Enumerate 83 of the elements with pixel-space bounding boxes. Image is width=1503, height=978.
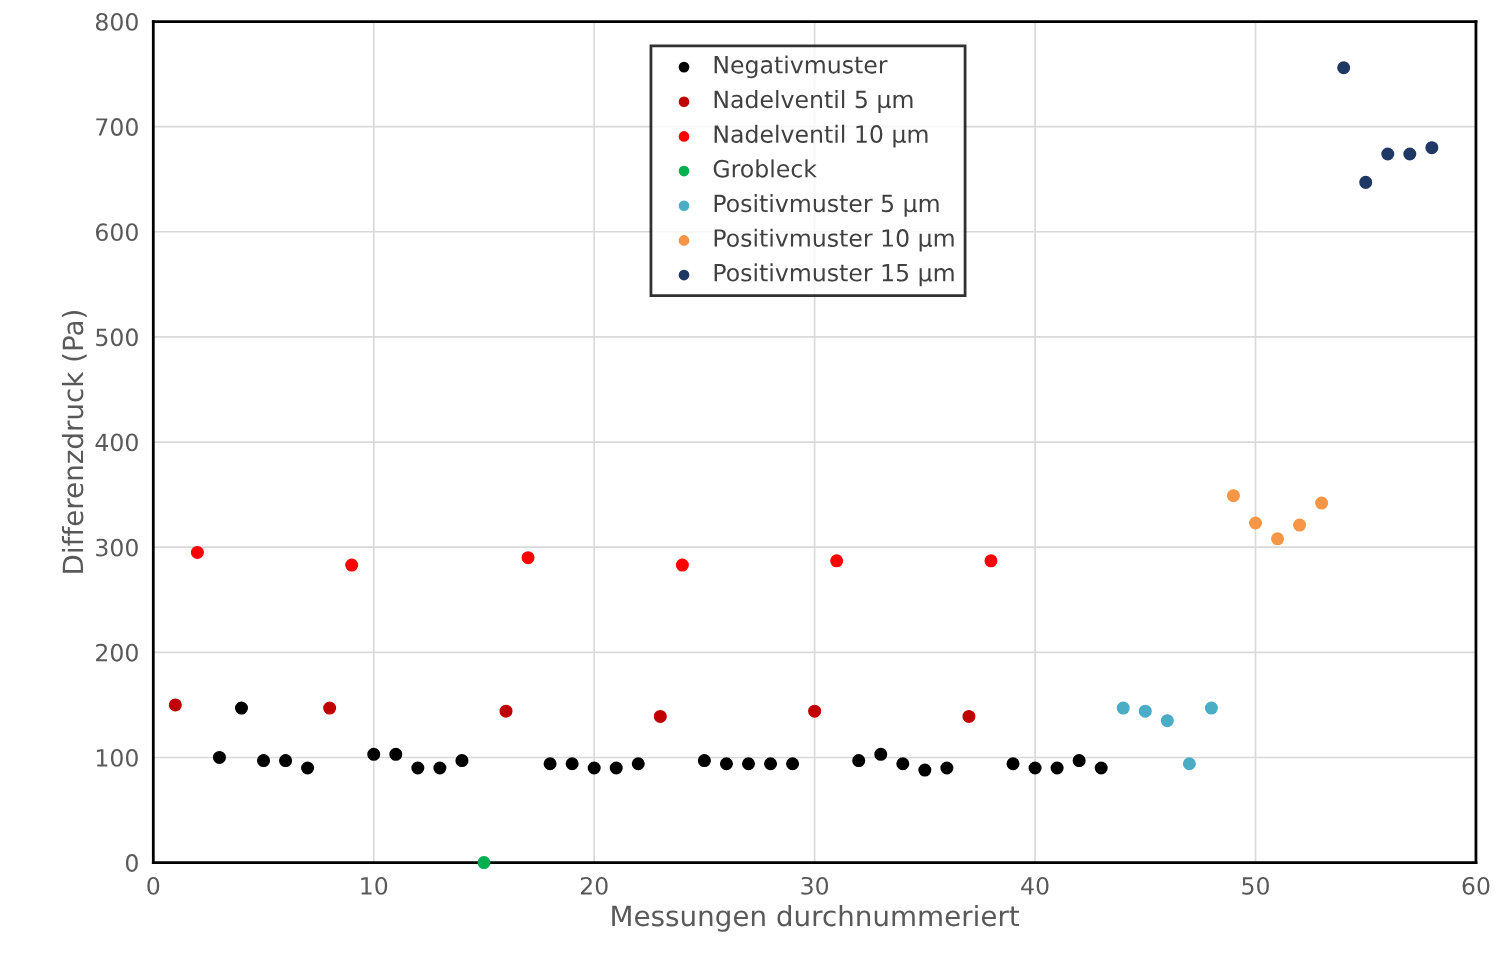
point bbox=[499, 704, 513, 718]
x-tick-label: 60 bbox=[1462, 876, 1490, 895]
y-tick-label: 800 bbox=[95, 12, 138, 31]
point bbox=[543, 757, 557, 771]
y-tick-label: 400 bbox=[95, 433, 138, 452]
point bbox=[1138, 704, 1152, 718]
point bbox=[1028, 761, 1042, 775]
point bbox=[1425, 141, 1439, 155]
x-tick-label: 50 bbox=[1242, 876, 1269, 895]
point bbox=[411, 761, 425, 775]
x-tick-label: 20 bbox=[580, 876, 608, 895]
x-tick-label: 40 bbox=[1021, 876, 1049, 895]
point bbox=[808, 704, 822, 718]
point bbox=[477, 856, 491, 870]
x-axis-title: Messungen durchnummeriert bbox=[612, 904, 1020, 932]
y-tick-label: 0 bbox=[125, 854, 138, 872]
point bbox=[1249, 516, 1263, 530]
y-tick-label: 600 bbox=[96, 223, 138, 242]
point bbox=[234, 701, 248, 715]
point bbox=[1160, 714, 1174, 728]
point bbox=[940, 761, 954, 775]
point bbox=[301, 761, 315, 775]
point bbox=[697, 754, 711, 768]
point bbox=[675, 558, 689, 572]
y-tick-label: 300 bbox=[96, 538, 138, 557]
y-tick-label: 200 bbox=[96, 643, 138, 662]
point bbox=[1006, 757, 1020, 771]
point bbox=[1094, 761, 1108, 775]
point bbox=[168, 698, 182, 712]
point bbox=[1293, 518, 1307, 532]
point bbox=[786, 757, 800, 771]
point bbox=[1116, 701, 1130, 715]
point bbox=[257, 754, 271, 768]
point bbox=[367, 747, 381, 761]
legend-label: Negativmuster bbox=[714, 55, 888, 79]
point bbox=[918, 763, 932, 777]
point bbox=[521, 551, 535, 565]
y-tick-label: 500 bbox=[96, 328, 138, 347]
point bbox=[212, 750, 226, 764]
point bbox=[984, 554, 998, 568]
point bbox=[719, 757, 733, 771]
point bbox=[389, 747, 403, 761]
point bbox=[764, 757, 778, 771]
legend-label: Nadelventil 10 µm bbox=[714, 124, 928, 148]
point bbox=[1182, 757, 1196, 771]
point bbox=[1403, 147, 1417, 161]
point bbox=[1271, 532, 1285, 546]
point bbox=[609, 761, 623, 775]
point bbox=[741, 757, 755, 771]
point bbox=[852, 754, 866, 768]
point bbox=[1204, 701, 1218, 715]
y-tick-label: 100 bbox=[96, 748, 138, 767]
point bbox=[455, 754, 469, 768]
x-tick-label: 10 bbox=[361, 876, 388, 895]
point bbox=[1226, 489, 1240, 503]
point bbox=[1381, 147, 1395, 161]
point bbox=[1315, 496, 1329, 510]
point bbox=[565, 757, 579, 771]
point bbox=[1072, 754, 1086, 768]
legend-label: Positivmuster 15 µm bbox=[714, 263, 954, 287]
legend-label: Grobleck bbox=[713, 159, 817, 178]
legend-label: Positivmuster 5 µm bbox=[714, 194, 939, 217]
y-axis-title: Differenzdruck (Pa) bbox=[61, 311, 87, 573]
point bbox=[587, 761, 601, 775]
point bbox=[896, 757, 910, 771]
y-tick-label: 700 bbox=[96, 118, 138, 136]
point bbox=[1337, 61, 1351, 75]
point bbox=[1359, 175, 1373, 189]
legend-label: Positivmuster 10 µm bbox=[714, 228, 954, 252]
point bbox=[830, 554, 844, 568]
x-tick-label: 0 bbox=[147, 876, 160, 895]
point bbox=[279, 754, 293, 768]
point bbox=[323, 701, 337, 715]
point bbox=[190, 545, 204, 559]
point bbox=[1050, 761, 1064, 775]
x-tick-label: 30 bbox=[801, 876, 829, 895]
legend-label: Nadelventil 5 µm bbox=[714, 90, 913, 113]
point bbox=[631, 757, 645, 771]
point bbox=[874, 747, 888, 761]
point bbox=[653, 709, 667, 723]
point bbox=[433, 761, 447, 775]
point bbox=[962, 709, 976, 723]
point bbox=[345, 558, 359, 572]
